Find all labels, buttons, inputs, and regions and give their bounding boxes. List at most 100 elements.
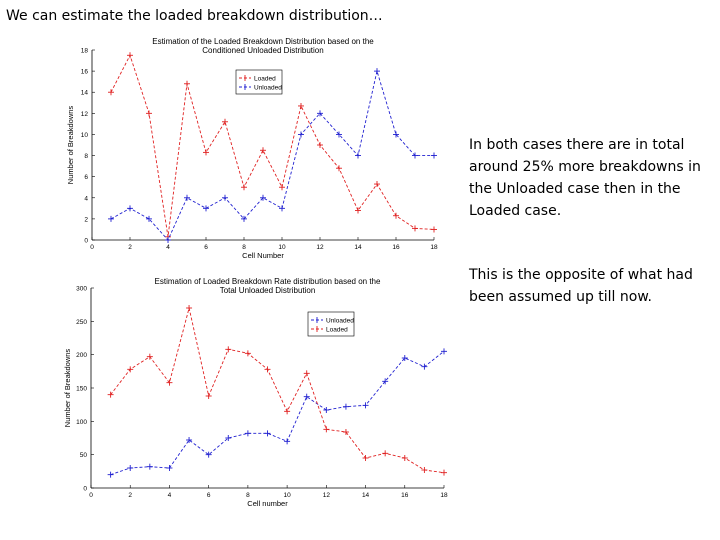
data-point-unloaded	[146, 215, 152, 222]
data-point-loaded	[203, 149, 209, 156]
data-point-loaded	[421, 467, 428, 473]
chart-subtitle: Total Unloaded Distribution	[220, 286, 316, 295]
x-tick-label: 2	[128, 244, 132, 251]
data-point-unloaded	[323, 407, 330, 413]
legend: Unloaded Loaded	[307, 311, 355, 337]
slide-title: We can estimate the loaded breakdown dis…	[6, 8, 383, 24]
data-point-loaded	[127, 52, 133, 59]
data-point-unloaded	[355, 152, 361, 159]
data-point-unloaded	[298, 131, 304, 138]
data-point-unloaded	[362, 402, 369, 409]
data-point-loaded	[146, 353, 153, 360]
data-point-unloaded	[225, 435, 232, 441]
y-tick-label: 0	[84, 238, 88, 245]
data-point-loaded	[222, 118, 228, 125]
y-tick-label: 8	[84, 153, 88, 160]
x-tick-label: 10	[278, 244, 286, 251]
x-axis-label: Cell number	[247, 499, 288, 508]
chart-title: Estimation of Loaded Breakdown Rate dist…	[155, 277, 381, 286]
y-tick-label: 18	[81, 48, 89, 55]
data-point-unloaded	[393, 131, 399, 138]
data-point-unloaded	[441, 348, 447, 355]
y-tick-label: 16	[81, 69, 89, 76]
data-point-loaded	[205, 393, 212, 399]
data-point-loaded	[279, 184, 285, 191]
x-tick-label: 18	[430, 244, 438, 251]
x-tick-label: 6	[207, 492, 211, 499]
legend: Loaded Unloaded	[235, 69, 283, 95]
data-point-unloaded	[127, 205, 133, 212]
data-point-loaded	[284, 408, 291, 415]
data-point-loaded	[225, 346, 232, 353]
series-line-loaded	[110, 307, 445, 474]
y-tick-label: 200	[76, 352, 87, 359]
y-tick-label: 0	[83, 486, 87, 493]
data-point-unloaded	[279, 205, 285, 212]
x-tick-label: 6	[204, 244, 208, 251]
paragraph-conclusion: This is the opposite of what had been as…	[469, 267, 693, 305]
data-point-unloaded	[244, 430, 251, 437]
legend-label-unloaded: Unloaded	[326, 318, 354, 325]
x-tick-label: 12	[316, 244, 324, 251]
data-point-loaded	[244, 350, 251, 357]
data-point-loaded	[412, 225, 418, 232]
data-point-loaded	[303, 370, 310, 377]
x-tick-label: 16	[401, 492, 409, 499]
chart-subtitle: Conditioned Unloaded Distribution	[202, 46, 323, 55]
legend-label-unloaded: Unloaded	[254, 85, 282, 92]
legend-box	[307, 311, 355, 337]
data-point-loaded	[241, 184, 247, 191]
x-tick-label: 16	[392, 244, 400, 251]
data-point-unloaded	[146, 463, 153, 470]
data-point-unloaded	[336, 131, 342, 138]
x-tick-label: 14	[354, 244, 362, 251]
data-point-loaded	[431, 226, 437, 233]
data-point-loaded	[127, 366, 134, 373]
series-line-unloaded	[110, 69, 434, 241]
data-point-loaded	[146, 110, 152, 117]
chart-title: Estimation of the Loaded Breakdown Distr…	[152, 37, 374, 46]
data-point-loaded	[355, 207, 361, 214]
x-tick-label: 2	[128, 492, 132, 499]
data-point-unloaded	[317, 110, 323, 117]
x-tick-label: 4	[166, 244, 170, 251]
data-point-unloaded	[165, 237, 171, 243]
data-point-loaded	[317, 142, 323, 148]
data-point-unloaded	[166, 465, 173, 471]
data-point-unloaded	[108, 215, 114, 222]
x-tick-label: 8	[242, 244, 246, 251]
data-point-unloaded	[260, 194, 266, 201]
y-tick-label: 50	[80, 452, 88, 459]
data-point-unloaded	[264, 430, 271, 437]
y-tick-label: 12	[81, 111, 89, 118]
data-point-loaded	[107, 391, 114, 398]
y-tick-label: 10	[81, 132, 89, 139]
data-point-unloaded	[205, 451, 212, 458]
x-tick-label: 8	[246, 492, 250, 499]
data-point-loaded	[362, 455, 369, 461]
data-point-unloaded	[401, 355, 408, 361]
y-axis-label: Number of Breakdowns	[63, 349, 72, 428]
chart-loaded-conditioned: Estimation of the Loaded Breakdown Distr…	[66, 37, 438, 260]
data-point-unloaded	[374, 68, 380, 75]
data-point-unloaded	[284, 438, 291, 445]
data-point-unloaded	[222, 194, 228, 201]
data-point-loaded	[260, 147, 266, 154]
x-tick-label: 0	[90, 244, 94, 251]
data-point-unloaded	[127, 465, 134, 471]
y-tick-label: 300	[76, 286, 87, 293]
data-point-loaded	[336, 165, 342, 172]
y-tick-label: 150	[76, 386, 87, 393]
x-tick-label: 4	[168, 492, 172, 499]
x-axis-label: Cell Number	[242, 251, 284, 260]
chart-loaded-rate-total: Estimation of Loaded Breakdown Rate dist…	[63, 277, 448, 508]
data-point-loaded	[374, 181, 380, 188]
data-point-loaded	[184, 80, 190, 87]
data-point-loaded	[382, 450, 389, 457]
data-point-unloaded	[107, 471, 114, 478]
data-point-unloaded	[184, 194, 190, 201]
data-point-unloaded	[421, 363, 428, 370]
paragraph-comparison: In both cases there are in total around …	[469, 137, 701, 219]
legend-box	[235, 69, 283, 95]
data-point-loaded	[393, 212, 399, 219]
